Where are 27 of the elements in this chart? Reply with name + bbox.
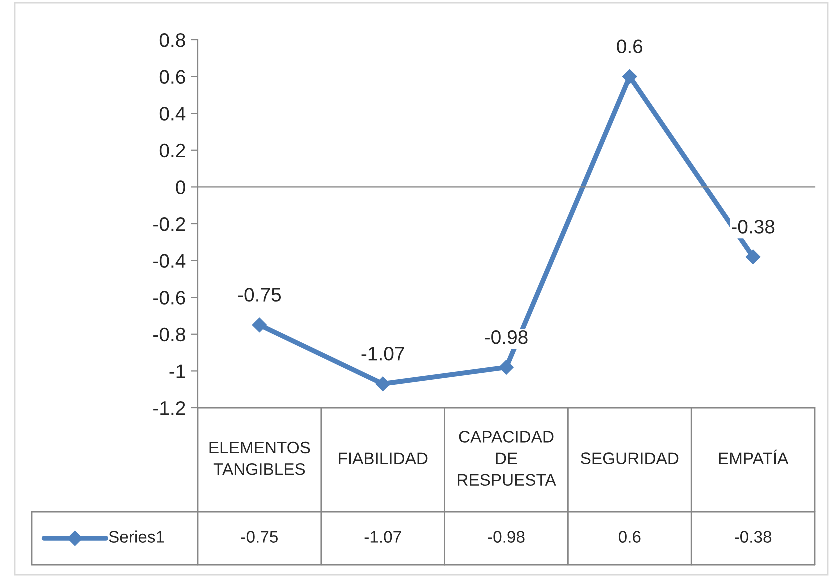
x-tick-label: FIABILIDAD <box>339 452 428 464</box>
x-tick-label: SEGURIDAD <box>581 452 679 464</box>
annotation: -0.38 <box>732 220 775 234</box>
y-tick-label: -0.4 <box>154 254 186 268</box>
legend-label: Series1 <box>109 530 164 543</box>
data-label: -0.75 <box>241 531 278 543</box>
y-tick-label: 0.2 <box>160 144 186 158</box>
annotation: -0.75 <box>238 288 282 302</box>
annotation: 0.6 <box>617 40 643 54</box>
y-tick-label: 0 <box>176 180 186 194</box>
data-label: -0.98 <box>488 531 525 543</box>
x-tick-label: CAPACIDAD DE RESPUESTA <box>458 431 556 486</box>
y-tick-label: 0.4 <box>160 107 186 121</box>
data-label: -1.07 <box>364 531 402 543</box>
y-tick-label: 0.6 <box>160 70 186 84</box>
x-tick-label: ELEMENTOS TANGIBLES <box>210 442 310 476</box>
y-tick-label: -0.6 <box>154 291 186 305</box>
data-label: 0.6 <box>618 531 641 543</box>
annotation: -0.98 <box>485 330 528 344</box>
y-tick-label: -1.2 <box>154 401 186 416</box>
x-tick-label: EMPATÍA <box>719 450 789 464</box>
y-tick-label: 0.8 <box>160 33 186 48</box>
y-tick-label: -1 <box>170 364 186 378</box>
y-tick-label: -0.8 <box>154 328 186 342</box>
data-label: -0.38 <box>735 531 772 543</box>
y-tick-label: -0.2 <box>154 217 186 232</box>
annotation: -1.07 <box>362 347 404 361</box>
